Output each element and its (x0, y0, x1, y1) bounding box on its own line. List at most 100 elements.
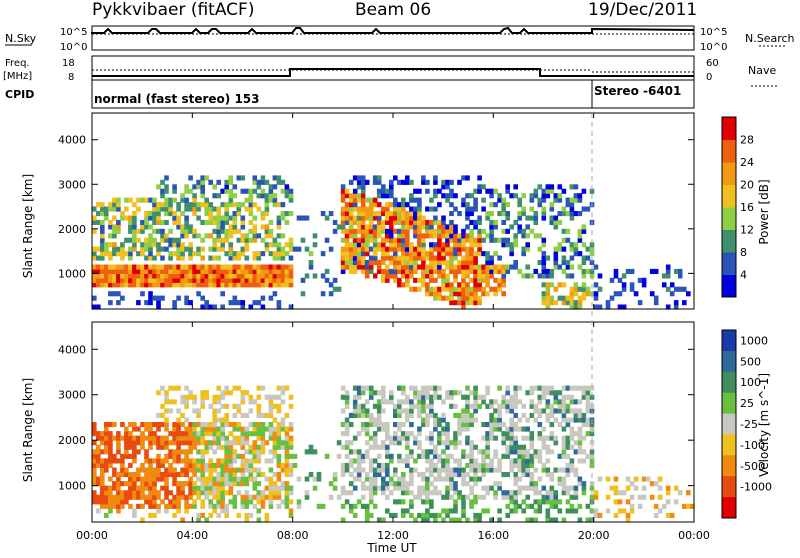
power-cell (176, 224, 181, 230)
power-cell (156, 273, 161, 279)
power-cell (268, 273, 274, 279)
velocity-cell (128, 453, 133, 459)
velocity-cell (553, 390, 559, 396)
velocity-cell (441, 412, 446, 418)
velocity-y-tick-label: 2000 (58, 434, 86, 447)
power-cell (421, 264, 426, 270)
power-cell (212, 304, 217, 310)
velocity-cell (260, 426, 266, 432)
velocity-cell (136, 449, 141, 455)
velocity-cell (569, 431, 575, 437)
velocity-cell (529, 485, 535, 491)
velocity-cell (256, 431, 262, 437)
velocity-cell (517, 417, 522, 423)
velocity-cell (256, 385, 262, 391)
velocity-cell (216, 444, 221, 450)
power-cell (569, 246, 575, 252)
velocity-cell (156, 490, 161, 496)
velocity-cell (669, 512, 675, 518)
power-cell (509, 264, 514, 270)
power-cell (344, 260, 350, 266)
velocity-cell (585, 408, 591, 414)
velocity-cell (208, 481, 213, 487)
velocity-cell (481, 508, 486, 514)
power-cell (509, 193, 514, 199)
velocity-cell (204, 490, 209, 496)
power-cell (172, 219, 177, 225)
power-cell (497, 286, 502, 292)
power-cell (224, 206, 229, 212)
velocity-cell (505, 444, 510, 450)
power-cell (541, 300, 547, 306)
velocity-cell (128, 503, 133, 509)
velocity-cell (545, 508, 551, 514)
velocity-cell (268, 449, 274, 455)
velocity-cell (256, 499, 262, 505)
power-cell (184, 264, 189, 270)
velocity-cell (457, 462, 462, 468)
power-cell (348, 215, 354, 221)
power-cell (573, 246, 579, 252)
power-cell (581, 260, 587, 266)
power-cell (485, 277, 490, 283)
velocity-cell (336, 494, 342, 500)
velocity-cell (192, 394, 197, 400)
velocity-cell (409, 422, 414, 428)
power-cell (449, 224, 454, 230)
velocity-cell (425, 458, 430, 464)
velocity-cell (389, 435, 394, 441)
power-cell (192, 206, 197, 212)
velocity-cell (509, 431, 514, 437)
velocity-cell (316, 472, 322, 478)
power-cell (425, 255, 430, 261)
velocity-cell (160, 444, 165, 450)
velocity-cell (501, 403, 506, 409)
power-cell (557, 197, 563, 203)
power-cell (441, 268, 446, 274)
velocity-cell (573, 399, 579, 405)
velocity-cell (228, 449, 234, 455)
power-cell (92, 295, 97, 301)
velocity-cell (565, 408, 571, 414)
power-cell (437, 202, 442, 208)
power-cell (92, 255, 97, 261)
velocity-cell (505, 435, 510, 441)
power-cell (212, 228, 217, 234)
velocity-cell (629, 503, 635, 509)
velocity-cell (344, 467, 350, 473)
power-cell (441, 179, 446, 185)
velocity-cell (461, 394, 466, 400)
velocity-cell (276, 426, 282, 432)
velocity-cell (140, 435, 145, 441)
power-cell (421, 224, 426, 230)
power-cell (168, 273, 173, 279)
power-cell (244, 188, 250, 194)
power-cell (425, 228, 430, 234)
velocity-cell (549, 503, 555, 509)
power-cell (244, 237, 250, 243)
power-cell (188, 224, 193, 230)
velocity-cell (176, 481, 181, 487)
velocity-cell (176, 503, 181, 509)
velocity-cell (557, 499, 563, 505)
velocity-cell (240, 435, 246, 441)
velocity-cell (240, 440, 246, 446)
power-cell (413, 286, 418, 292)
velocity-cell (212, 490, 217, 496)
power-cell (445, 224, 450, 230)
power-cell (272, 282, 278, 288)
velocity-cell (501, 453, 506, 459)
velocity-cell (521, 499, 526, 505)
power-cell (473, 264, 478, 270)
x-tick-label: 20:00 (578, 529, 610, 542)
velocity-cell (545, 458, 551, 464)
power-cell (417, 246, 422, 252)
velocity-cell (393, 422, 398, 428)
velocity-cell (256, 426, 262, 432)
velocity-cell (340, 472, 346, 478)
power-cell (216, 268, 221, 274)
velocity-cell (409, 503, 414, 509)
power-cell (344, 202, 350, 208)
power-cell (232, 277, 238, 283)
velocity-cell (216, 426, 221, 432)
